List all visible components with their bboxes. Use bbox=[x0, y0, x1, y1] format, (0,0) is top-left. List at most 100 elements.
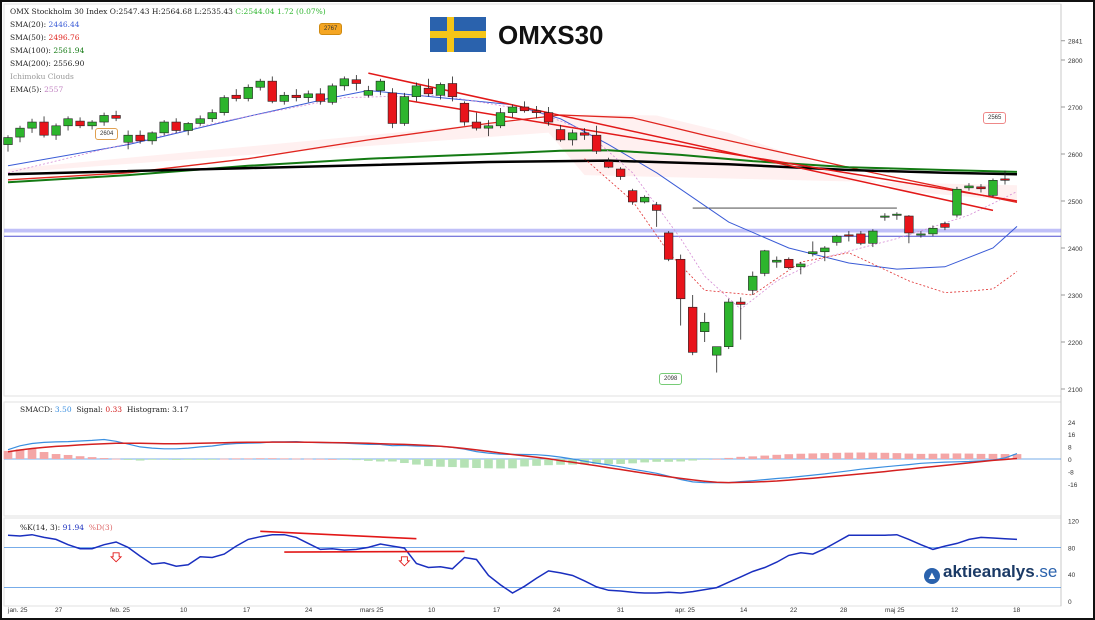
candle-body bbox=[291, 94, 301, 98]
histogram-bar bbox=[772, 454, 782, 459]
high-badge: 2767 bbox=[319, 23, 343, 35]
date-tick-label: maj 25 bbox=[885, 607, 905, 614]
candle-body bbox=[652, 204, 662, 211]
candle-body bbox=[435, 84, 446, 96]
histogram-bar bbox=[676, 459, 685, 462]
candle-body bbox=[279, 94, 289, 102]
candle-body bbox=[339, 78, 349, 87]
histogram-bar bbox=[195, 459, 205, 460]
divergence-line-lower bbox=[284, 550, 465, 553]
histogram-bar bbox=[556, 459, 565, 465]
histogram-bar bbox=[616, 459, 625, 464]
histogram-bar bbox=[303, 458, 313, 460]
histogram-bar bbox=[724, 457, 734, 459]
histogram-bar bbox=[640, 459, 649, 463]
histogram-bar bbox=[3, 450, 13, 459]
price-tick-label: 2400 bbox=[1068, 246, 1083, 253]
candle-body bbox=[303, 93, 313, 98]
macd-tick-label: 16 bbox=[1068, 432, 1076, 439]
candle-body bbox=[531, 110, 542, 113]
candle-body bbox=[375, 80, 385, 91]
candle-body bbox=[183, 123, 193, 131]
aktieanalys-logo[interactable]: ▲ aktieanalys.se bbox=[924, 562, 1057, 584]
histogram-bar bbox=[207, 459, 217, 460]
candle-body bbox=[39, 121, 49, 136]
low-value: L:2535.43 bbox=[194, 7, 233, 16]
candle-body bbox=[916, 233, 926, 236]
candle-body bbox=[243, 86, 253, 99]
histogram-bar bbox=[111, 458, 121, 460]
candle-body bbox=[123, 134, 133, 143]
histogram-bar bbox=[460, 459, 469, 468]
candle-body bbox=[495, 112, 506, 127]
candle-body bbox=[267, 80, 277, 102]
histogram-bar bbox=[688, 459, 698, 461]
sma200-line bbox=[7, 159, 1018, 176]
price-tick-label: 2841 bbox=[1068, 39, 1083, 46]
candle-body bbox=[483, 125, 494, 129]
stoch-tick-label: 120 bbox=[1068, 519, 1079, 526]
histogram-bar bbox=[219, 458, 229, 460]
date-tick-label: 24 bbox=[553, 607, 561, 614]
histogram-bar bbox=[39, 452, 49, 459]
divergence-line-upper bbox=[260, 530, 417, 540]
candle-body bbox=[363, 90, 373, 96]
date-tick-label: 10 bbox=[428, 607, 436, 614]
candle-body bbox=[507, 106, 518, 113]
date-tick-label: 17 bbox=[243, 607, 251, 614]
macd-tick-label: -8 bbox=[1068, 469, 1074, 476]
date-tick-label: 31 bbox=[617, 607, 625, 614]
histogram-bar bbox=[279, 458, 289, 460]
histogram-bar bbox=[352, 459, 361, 461]
support-band bbox=[4, 228, 1061, 233]
stochastic-k-line bbox=[7, 533, 1018, 594]
histogram-bar bbox=[424, 459, 433, 467]
candle-body bbox=[399, 96, 410, 124]
date-tick-label: apr. 25 bbox=[675, 607, 695, 614]
candle-body bbox=[3, 137, 13, 145]
pane-border bbox=[3, 517, 1062, 607]
trendline-lower bbox=[404, 99, 1018, 202]
candle-body bbox=[952, 188, 962, 216]
macd-legend: SMACD: 3.50 Signal: 0.33 Histogram: 3.17 bbox=[20, 405, 189, 414]
histogram-bar bbox=[664, 459, 673, 462]
macd-tick-label: 8 bbox=[1068, 445, 1072, 452]
candle-body bbox=[147, 132, 157, 142]
histogram-bar bbox=[400, 459, 409, 464]
histogram-bar bbox=[472, 459, 481, 468]
histogram-bar bbox=[964, 453, 974, 459]
candle-body bbox=[15, 127, 25, 138]
histogram-bar bbox=[868, 452, 878, 459]
sell-arrow-icon bbox=[110, 552, 123, 563]
candle-body bbox=[1000, 178, 1010, 181]
candle-body bbox=[628, 190, 638, 203]
candle-body bbox=[579, 132, 590, 136]
histogram-bar bbox=[760, 455, 770, 459]
candle-body bbox=[904, 215, 914, 234]
date-tick-label: mars 25 bbox=[360, 607, 384, 614]
histogram-bar bbox=[796, 453, 806, 459]
histogram-bar bbox=[484, 459, 493, 469]
histogram-bar bbox=[520, 459, 529, 467]
sweden-flag-icon bbox=[430, 17, 486, 52]
instrument-name: OMX Stockholm 30 Index bbox=[10, 7, 108, 16]
histogram-bar bbox=[340, 459, 349, 460]
histogram-bar bbox=[267, 458, 277, 460]
candle-body bbox=[171, 121, 181, 131]
macd-tick-label: -16 bbox=[1068, 482, 1078, 489]
histogram-bar bbox=[496, 459, 505, 469]
candle-body bbox=[99, 115, 109, 123]
open-value: O:2547.43 bbox=[109, 7, 150, 16]
candle-body bbox=[892, 213, 902, 216]
histogram-bar bbox=[63, 454, 73, 459]
pane-border bbox=[3, 3, 1062, 397]
candle-body bbox=[75, 120, 85, 127]
date-tick-label: 17 bbox=[493, 607, 501, 614]
sma100-legend: SMA(100): 2561.94 bbox=[10, 46, 85, 55]
candle-body bbox=[700, 321, 710, 332]
histogram-bar bbox=[928, 453, 938, 459]
histogram-bar bbox=[892, 453, 902, 459]
histogram-bar bbox=[736, 456, 746, 459]
candle-body bbox=[748, 275, 758, 291]
ichimoku-cloud bbox=[8, 114, 1018, 201]
